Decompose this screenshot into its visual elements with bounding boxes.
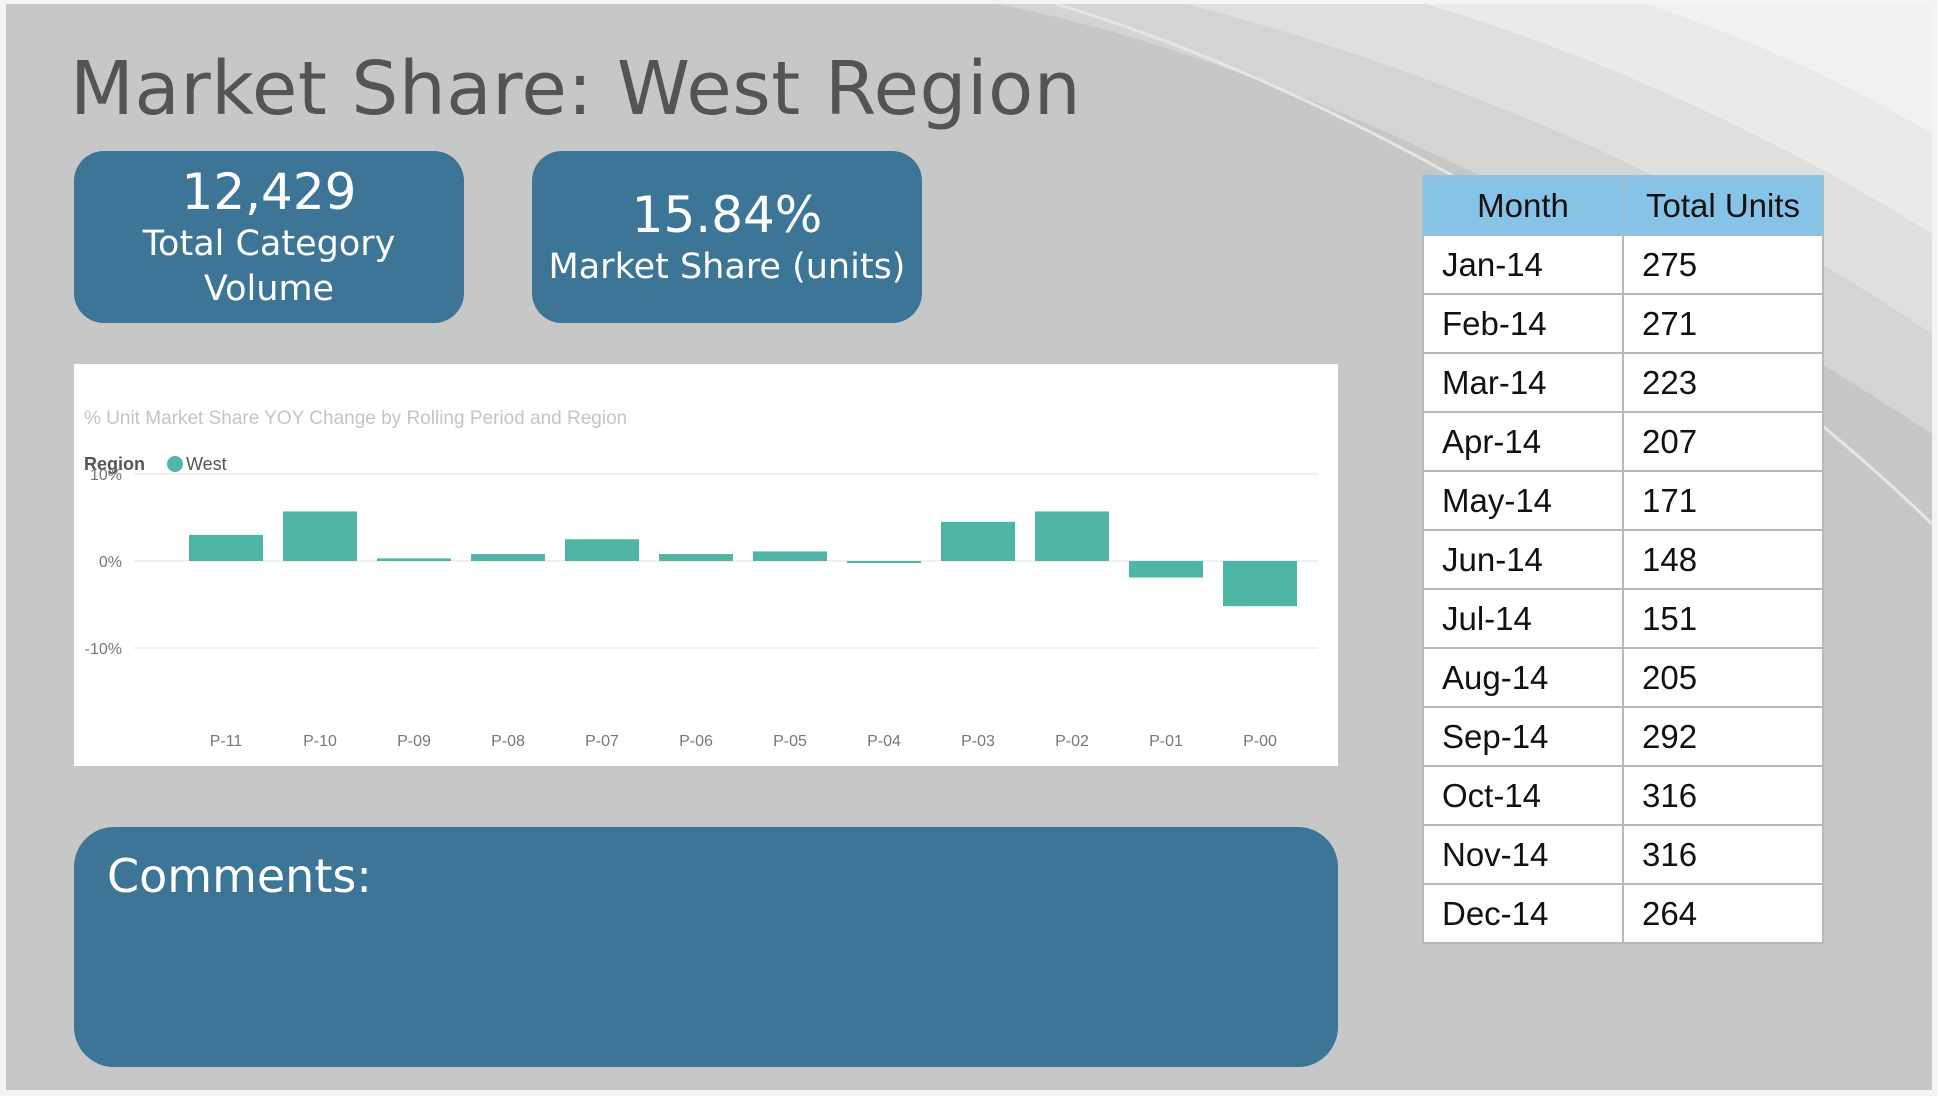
cell-total-units: 207	[1622, 411, 1824, 472]
bar[interactable]	[941, 521, 1015, 561]
x-tick-label: P-11	[210, 733, 243, 750]
cell-total-units: 316	[1622, 824, 1824, 885]
x-tick-label: P-02	[1055, 733, 1089, 750]
x-tick-label: P-03	[961, 733, 995, 750]
bar[interactable]	[659, 554, 733, 561]
table-row: Feb-14 271	[1422, 293, 1824, 354]
cell-total-units: 148	[1622, 529, 1824, 590]
legend-swatch	[167, 456, 183, 472]
bar-chart: % Unit Market Share YOY Change by Rollin…	[84, 408, 1318, 750]
legend-title: Region	[84, 454, 145, 474]
cell-total-units: 205	[1622, 647, 1824, 708]
x-tick-label: P-07	[585, 733, 619, 750]
kpi-label: Market Share (units)	[548, 246, 906, 287]
cell-month: Mar-14	[1422, 352, 1624, 413]
x-tick-label: P-00	[1243, 733, 1277, 750]
bar[interactable]	[377, 558, 451, 561]
bar[interactable]	[471, 554, 545, 561]
cell-month: Jul-14	[1422, 588, 1624, 649]
bar[interactable]	[1223, 561, 1297, 607]
cell-month: Jan-14	[1422, 234, 1624, 295]
kpi-card-total-volume: 12,429 Total Category Volume	[74, 151, 464, 323]
monthly-units-table: Month Total Units Jan-14 275 Feb-14 271 Mar-…	[1422, 175, 1824, 944]
table-row: Sep-14 292	[1422, 706, 1824, 767]
bar-layer	[189, 511, 1297, 607]
cell-month: Feb-14	[1422, 293, 1624, 354]
comments-box[interactable]: Comments:	[74, 827, 1338, 1067]
table-row: Mar-14 223	[1422, 352, 1824, 413]
bar[interactable]	[565, 539, 639, 561]
x-tick-label: P-04	[867, 733, 901, 750]
y-tick-label: 10%	[90, 467, 122, 484]
y-tick-label: -10%	[85, 641, 122, 658]
kpi-card-market-share: 15.84% Market Share (units)	[532, 151, 922, 323]
table-row: Nov-14 316	[1422, 824, 1824, 885]
x-tick-label: P-01	[1149, 733, 1183, 750]
column-header-total-units: Total Units	[1622, 175, 1824, 236]
kpi-label: Total Category Volume	[142, 224, 396, 309]
cell-total-units: 151	[1622, 588, 1824, 649]
cell-total-units: 223	[1622, 352, 1824, 413]
cell-month: Dec-14	[1422, 883, 1624, 944]
cell-month: Jun-14	[1422, 529, 1624, 590]
table-row: Aug-14 205	[1422, 647, 1824, 708]
table-row: Jun-14 148	[1422, 529, 1824, 590]
cell-total-units: 316	[1622, 765, 1824, 826]
cell-month: Nov-14	[1422, 824, 1624, 885]
cell-total-units: 171	[1622, 470, 1824, 531]
x-tick-label: P-10	[303, 733, 337, 750]
kpi-value: 15.84%	[631, 185, 823, 244]
table-row: Jan-14 275	[1422, 234, 1824, 295]
x-tick-label: P-05	[773, 733, 807, 750]
cell-total-units: 275	[1622, 234, 1824, 295]
bar[interactable]	[1035, 511, 1109, 561]
cell-month: Apr-14	[1422, 411, 1624, 472]
cell-month: Oct-14	[1422, 765, 1624, 826]
x-tick-label: P-08	[491, 733, 525, 750]
kpi-value: 12,429	[181, 163, 357, 221]
table-row: Oct-14 316	[1422, 765, 1824, 826]
table-row: Jul-14 151	[1422, 588, 1824, 649]
legend-label: West	[186, 454, 227, 474]
bar[interactable]	[189, 534, 263, 561]
column-header-month: Month	[1422, 175, 1624, 236]
cell-total-units: 271	[1622, 293, 1824, 354]
slide: Market Share: West Region 12,429 Total C…	[6, 4, 1932, 1090]
bar[interactable]	[847, 561, 921, 563]
bar[interactable]	[283, 511, 357, 561]
comments-label: Comments:	[107, 849, 372, 903]
table-row: Apr-14 207	[1422, 411, 1824, 472]
table-row: May-14 171	[1422, 470, 1824, 531]
table-row: Dec-14 264	[1422, 883, 1824, 944]
cell-total-units: 292	[1622, 706, 1824, 767]
cell-month: Aug-14	[1422, 647, 1624, 708]
table-header-row: Month Total Units	[1422, 175, 1824, 236]
page-title: Market Share: West Region	[70, 46, 1082, 132]
bar-chart-panel: % Unit Market Share YOY Change by Rollin…	[74, 364, 1338, 766]
table-body: Jan-14 275 Feb-14 271 Mar-14 223 Apr-14 207 May-…	[1422, 234, 1824, 944]
cell-total-units: 264	[1622, 883, 1824, 944]
x-tick-label: P-06	[679, 733, 713, 750]
cell-month: Sep-14	[1422, 706, 1624, 767]
y-tick-label: 0%	[99, 554, 122, 571]
x-tick-label: P-09	[397, 733, 431, 750]
label-layer: 10% 0% -10% P-11 P-10 P-09 P-08 P-07 P-06 P-05 P-0…	[85, 467, 1277, 750]
bar[interactable]	[1129, 561, 1203, 578]
chart-title: % Unit Market Share YOY Change by Rollin…	[84, 408, 627, 429]
bar[interactable]	[753, 551, 827, 561]
cell-month: May-14	[1422, 470, 1624, 531]
